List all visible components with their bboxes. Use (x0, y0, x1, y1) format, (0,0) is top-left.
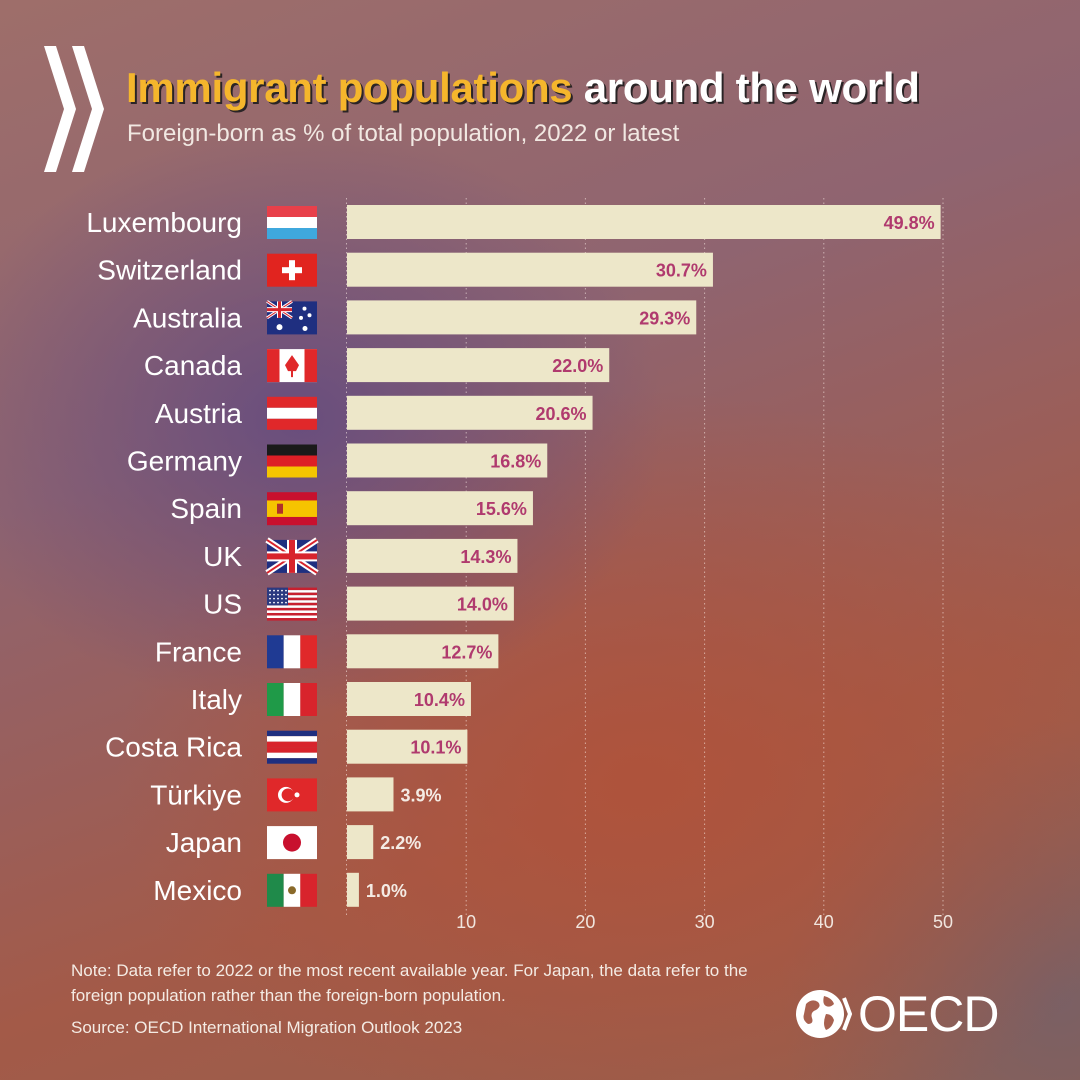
country-label: Germany (127, 446, 242, 477)
bar (347, 634, 499, 669)
bar-row: Spain 15.6% (170, 491, 533, 526)
bar-row: UK 14.3% (203, 537, 518, 576)
x-tick-label: 20 (575, 912, 595, 932)
bar-row: Mexico 1.0% (153, 872, 407, 907)
oecd-logo-text: OECD (858, 986, 999, 1042)
page-subtitle: Foreign-born as % of total population, 2… (127, 120, 680, 147)
country-label: Australia (133, 302, 242, 333)
france-flag-icon (267, 635, 317, 669)
bar-row: Australia 29.3% (133, 300, 697, 335)
bar-row: Austria 20.6% (155, 395, 593, 430)
bar-row: Japan 2.2% (166, 825, 421, 860)
bar-value-label: 20.6% (536, 404, 587, 424)
bar-value-label: 14.3% (460, 547, 511, 567)
chart-note: Note: Data refer to 2022 or the most rec… (71, 961, 748, 1005)
bar-chart: 10 20 30 40 50 Luxembourg 49.8% Switzerland 30.7… (86, 198, 953, 932)
mexico-flag-icon (267, 873, 317, 907)
bar-value-label: 1.0% (366, 881, 407, 901)
oecd-logo: OECD (792, 984, 999, 1044)
bar (347, 682, 471, 716)
country-label: France (155, 636, 242, 667)
country-label: Luxembourg (86, 207, 242, 238)
x-tick-label: 50 (933, 912, 953, 932)
bar-value-label: 3.9% (400, 785, 441, 805)
spain-flag-icon (267, 492, 317, 526)
bar-row: Canada 22.0% (144, 348, 610, 383)
bar (347, 777, 394, 812)
bar-value-label: 10.1% (410, 738, 461, 758)
bar (347, 729, 468, 764)
bar-value-label: 10.4% (414, 690, 465, 710)
bar (347, 395, 593, 430)
bar-row: US 14.0% (203, 586, 514, 621)
country-label: Costa Rica (105, 732, 242, 763)
country-label: Switzerland (97, 255, 242, 286)
bar (347, 491, 533, 526)
country-label: Canada (144, 350, 243, 381)
bar-value-label: 15.6% (476, 499, 527, 519)
x-tick-label: 10 (456, 912, 476, 932)
bar-row: Italy 10.4% (191, 682, 471, 716)
bar-value-label: 30.7% (656, 261, 707, 281)
bar-row: Luxembourg 49.8% (86, 205, 941, 239)
country-label: Türkiye (150, 779, 242, 810)
bar-value-label: 22.0% (552, 356, 603, 376)
bar (347, 348, 610, 383)
globe-icon (796, 990, 852, 1038)
luxembourg-flag-icon (267, 206, 317, 239)
country-label: Austria (155, 398, 243, 429)
title-rest: around the world (572, 64, 920, 111)
chart-source: Source: OECD International Migration Out… (71, 1018, 463, 1037)
bar (347, 825, 374, 860)
turkiye-flag-icon (267, 778, 317, 812)
country-label: Japan (166, 827, 242, 858)
bar (347, 252, 713, 287)
page-title: Immigrant populations around the world (126, 64, 920, 112)
bar-row: Türkiye 3.9% (150, 777, 442, 812)
country-label: Italy (191, 684, 242, 715)
germany-flag-icon (267, 444, 317, 478)
bar (347, 538, 518, 573)
bar-value-label: 49.8% (884, 213, 935, 233)
bar (347, 205, 941, 239)
oecd-chevron-logo-icon (44, 46, 104, 172)
bar-value-label: 12.7% (441, 642, 492, 662)
uk-flag-icon (265, 537, 319, 576)
country-label: US (203, 589, 242, 620)
switzerland-flag-icon (267, 253, 317, 287)
country-label: UK (203, 541, 242, 572)
country-label: Mexico (153, 875, 242, 906)
bar (347, 300, 697, 335)
x-tick-label: 40 (814, 912, 834, 932)
bar (347, 586, 514, 621)
bar-value-label: 29.3% (639, 308, 690, 328)
bar-value-label: 14.0% (457, 595, 508, 615)
us-flag-icon (267, 587, 317, 621)
bar-value-label: 2.2% (380, 833, 421, 853)
bar (347, 443, 548, 478)
x-tick-label: 30 (695, 912, 715, 932)
bar (347, 872, 359, 907)
bar-value-label: 16.8% (490, 452, 541, 472)
title-highlight: Immigrant populations (126, 64, 573, 111)
bar-row: Switzerland 30.7% (97, 252, 713, 287)
austria-flag-icon (267, 396, 317, 430)
japan-flag-icon (267, 826, 317, 860)
country-label: Spain (170, 493, 242, 524)
bar-row: Costa Rica 10.1% (105, 729, 468, 764)
canada-flag-icon (267, 349, 317, 383)
bar-row: Germany 16.8% (127, 443, 548, 478)
costa-rica-flag-icon (267, 730, 317, 764)
bar-row: France 12.7% (155, 634, 499, 669)
australia-flag-icon (266, 300, 317, 335)
italy-flag-icon (267, 683, 317, 716)
